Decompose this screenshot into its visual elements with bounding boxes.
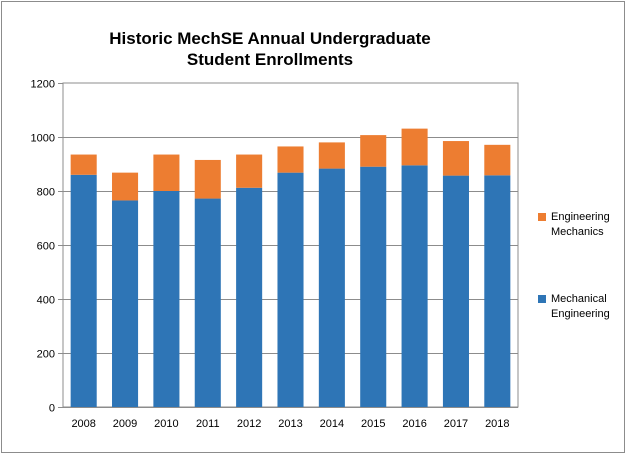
bar-mechanical-engineering-2016 (401, 165, 428, 407)
bar-mechanical-engineering-2017 (442, 175, 469, 407)
bar-engineering-mechanics-2013 (277, 146, 304, 173)
bar-engineering-mechanics-2015 (360, 135, 387, 167)
chart-title-line-2: Student Enrollments (186, 50, 354, 69)
bar-engineering-mechanics-2011 (194, 159, 221, 199)
x-tick-label-2012: 2012 (237, 418, 261, 430)
y-tick-label-600: 600 (37, 241, 55, 253)
chart-title: Historic MechSE Annual Undergraduate Stu… (60, 28, 480, 70)
x-tick-label-2009: 2009 (113, 418, 137, 430)
y-tick-label-1000: 1000 (31, 133, 55, 145)
x-tick-label-2016: 2016 (402, 418, 426, 430)
legend-label-mechanical-engineering: Mechanical Engineering (551, 293, 610, 320)
bar-mechanical-engineering-2010 (153, 191, 180, 407)
x-tick-label-2008: 2008 (71, 418, 95, 430)
bar-mechanical-engineering-2013 (277, 172, 304, 407)
legend-swatch-engineering-mechanics (538, 213, 546, 221)
y-tick-label-0: 0 (49, 403, 55, 415)
bar-mechanical-engineering-2018 (484, 175, 511, 407)
chart-title-line-1: Historic MechSE Annual Undergraduate (109, 29, 431, 48)
bar-engineering-mechanics-2016 (401, 128, 428, 166)
legend-label-engineering-mechanics: Engineering Mechanics (551, 211, 610, 238)
bar-engineering-mechanics-2009 (112, 172, 139, 201)
bar-mechanical-engineering-2012 (236, 187, 263, 407)
bar-engineering-mechanics-2010 (153, 154, 180, 191)
x-tick-label-2018: 2018 (485, 418, 509, 430)
bar-mechanical-engineering-2015 (360, 166, 387, 407)
x-tick-label-2010: 2010 (154, 418, 178, 430)
y-tick-label-1200: 1200 (31, 79, 55, 91)
y-tick-label-800: 800 (37, 187, 55, 199)
y-tick-label-400: 400 (37, 295, 55, 307)
bar-mechanical-engineering-2009 (112, 200, 139, 407)
bar-mechanical-engineering-2011 (194, 198, 221, 407)
y-tick-label-200: 200 (37, 349, 55, 361)
bar-mechanical-engineering-2014 (318, 168, 345, 407)
x-tick-label-2014: 2014 (320, 418, 344, 430)
bar-engineering-mechanics-2012 (236, 154, 263, 188)
bar-engineering-mechanics-2014 (318, 142, 345, 169)
bar-engineering-mechanics-2017 (442, 141, 469, 176)
legend-swatch-mechanical-engineering (538, 295, 546, 303)
x-tick-label-2015: 2015 (361, 418, 385, 430)
bar-engineering-mechanics-2008 (70, 154, 97, 175)
x-tick-label-2011: 2011 (196, 418, 220, 430)
bar-mechanical-engineering-2008 (70, 174, 97, 407)
x-tick-label-2013: 2013 (278, 418, 302, 430)
x-tick-label-2017: 2017 (444, 418, 468, 430)
bar-engineering-mechanics-2018 (484, 144, 511, 176)
